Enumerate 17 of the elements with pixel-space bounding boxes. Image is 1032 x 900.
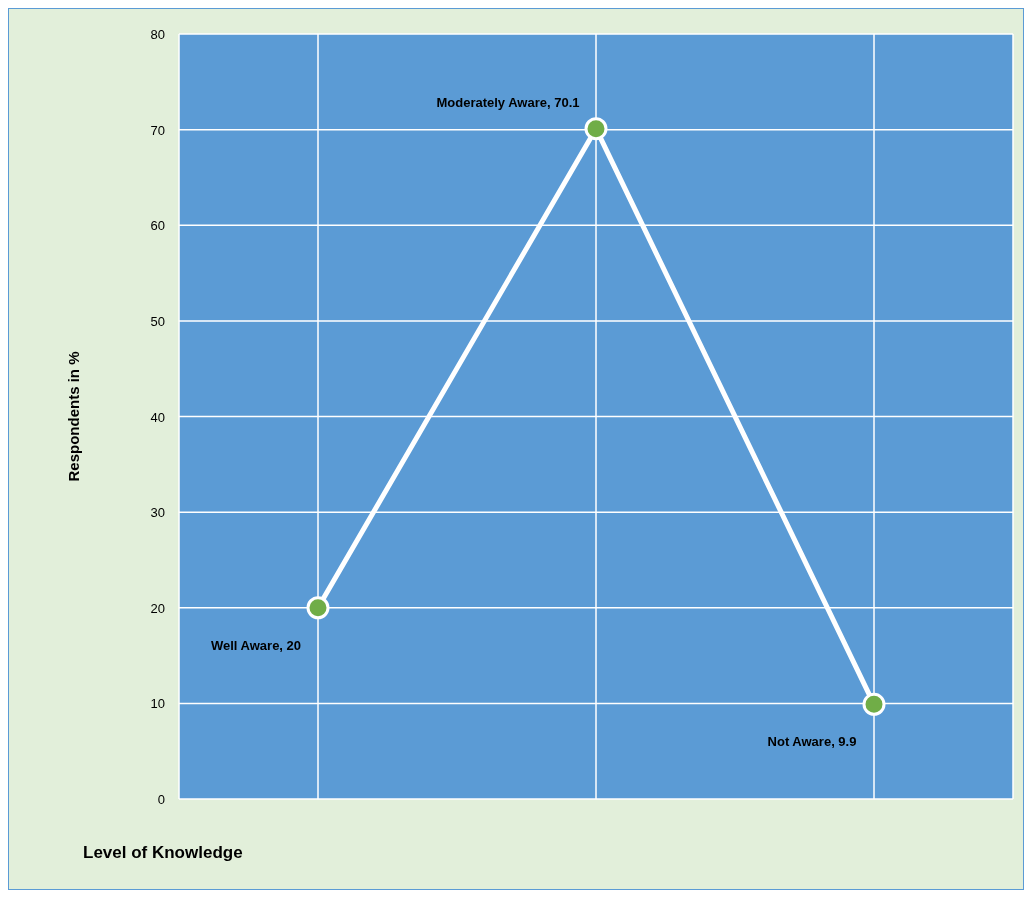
y-tick-label: 60 xyxy=(150,218,165,234)
y-tick-label: 50 xyxy=(150,313,165,329)
y-tick-label: 30 xyxy=(150,505,165,521)
y-tick-label: 80 xyxy=(150,27,165,42)
data-label: Moderately Aware, 70.1 xyxy=(436,94,580,110)
y-axis-title: Respondents in % xyxy=(65,351,83,482)
point xyxy=(862,692,886,716)
data-label: Well Aware, 20 xyxy=(210,637,302,653)
y-tick-label: 20 xyxy=(150,600,165,616)
point xyxy=(306,596,330,620)
x-axis-title: Level of Knowledge xyxy=(83,843,243,863)
y-tick-label: 40 xyxy=(150,409,165,425)
y-tick-label: 10 xyxy=(150,696,165,712)
point xyxy=(584,117,608,141)
y-tick-label: 70 xyxy=(150,122,165,138)
y-tick-label: 0 xyxy=(157,792,165,807)
data-label: Not Aware, 9.9 xyxy=(767,734,857,750)
